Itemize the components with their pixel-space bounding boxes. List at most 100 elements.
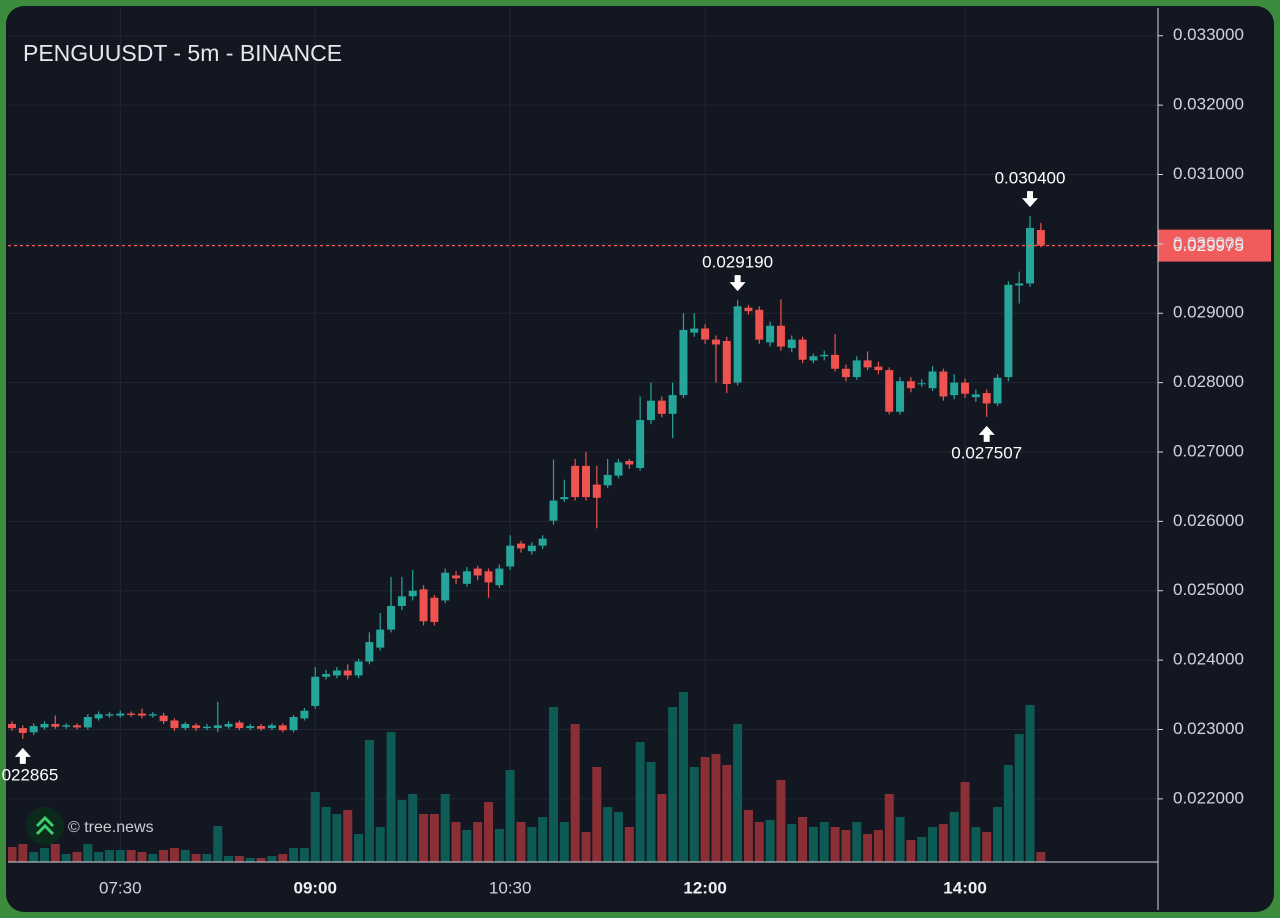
candle-body [766,325,775,343]
volume-bar [115,850,125,862]
candle-body [1015,283,1024,286]
volume-bar [938,824,948,862]
candle-body [72,725,81,728]
volume-bar [819,822,829,862]
candle-body [787,339,796,348]
candle-body [906,381,915,389]
volume-bar [267,856,277,862]
volume-bar [873,830,883,862]
candle-body [668,395,677,414]
candle-body [322,673,331,677]
candle-body [148,714,157,716]
volume-layer [8,692,1046,862]
candle-body [993,377,1002,404]
volume-bar [245,858,255,862]
volume-bar [354,834,364,862]
x-tick-label: 12:00 [683,878,726,897]
candle-body [961,382,970,394]
volume-bar [321,807,331,862]
volume-bar [72,852,82,862]
watermark: © tree.news [68,819,154,836]
candle-body [62,725,71,727]
candle-body [722,340,731,385]
candle-body [636,420,645,468]
volume-bar [657,794,667,862]
volume-bar [906,840,916,862]
volume-bar [668,707,678,862]
volume-bar [39,848,49,862]
candle-body [430,597,439,622]
volume-bar [863,834,873,862]
candle-body [246,726,255,729]
candle-body [831,354,840,369]
volume-bar [408,794,418,862]
candle-body [116,713,125,716]
volume-bar [180,850,190,862]
x-tick-label: 10:30 [489,878,532,897]
volume-bar [1003,765,1013,862]
volume-bar [375,827,385,862]
candle-body [278,725,287,731]
volume-bar [419,814,429,862]
candle-body [896,381,905,412]
candle-body [202,726,211,729]
candle-body [484,571,493,583]
volume-bar [256,858,266,862]
y-tick-label: 0.026000 [1173,511,1244,530]
candle-body [83,717,92,728]
candle-body [267,725,276,729]
candle-body [506,545,515,567]
volume-bar [646,762,656,862]
volume-bar [559,822,569,862]
volume-bar [603,807,613,862]
candle-body [971,394,980,398]
candle-body [581,465,590,498]
candle-layer [8,216,1045,739]
annotation-label: 0.030400 [995,169,1066,188]
volume-bar [364,740,374,862]
volume-bar [949,812,959,862]
candle-body [473,568,482,576]
candle-body [51,723,60,727]
volume-bar [1025,705,1035,862]
volume-bar [581,832,591,862]
volume-bar [776,780,786,862]
candle-body [874,366,883,371]
volume-bar [137,852,147,862]
volume-bar [278,854,288,862]
volume-bar [711,754,721,862]
y-tick-label: 0.028000 [1173,372,1244,391]
candle-body [950,382,959,396]
candle-body [917,383,926,385]
candle-body [744,307,753,312]
volume-bar [917,837,927,862]
candle-body [820,354,829,357]
volume-bar [982,832,992,862]
volume-bar [50,844,60,862]
candle-body [289,717,298,731]
annotation-arrow [729,275,746,292]
volume-bar [343,810,353,862]
volume-bar [841,830,851,862]
volume-bar [624,827,634,862]
candle-body [571,465,580,498]
candle-body [332,670,341,676]
volume-bar [429,814,439,862]
candle-body [517,543,526,549]
volume-bar [224,856,234,862]
candle-body [549,500,558,521]
candle-body [1036,229,1045,246]
candle-body [1004,284,1013,378]
candle-body [235,722,244,729]
candle-body [300,710,309,719]
volume-bar [549,707,558,862]
candle-body [939,371,948,397]
candle-body [137,713,146,716]
candle-body [885,370,894,412]
y-tick-label: 0.024000 [1173,650,1244,669]
chart-title: PENGUUSDT - 5m - BINANCE [23,40,342,66]
volume-bar [484,802,494,862]
candle-body [387,606,396,630]
candle-body [213,725,222,729]
candle-body [495,568,504,586]
